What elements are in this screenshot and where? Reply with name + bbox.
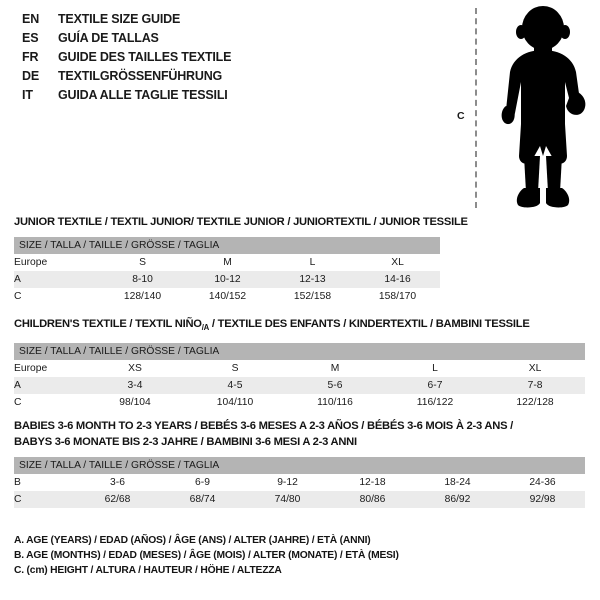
table-cell: 6-9 xyxy=(160,474,245,491)
junior-size-table: SIZE / TALLA / TAILLE / GRÖSSE / TAGLIA E… xyxy=(14,237,441,305)
table-cell: 62/68 xyxy=(75,491,160,508)
babies-size-table: SIZE / TALLA / TAILLE / GRÖSSE / TAGLIA B… xyxy=(14,457,585,508)
table-cell: 98/104 xyxy=(85,394,185,412)
table-cell: 12-13 xyxy=(270,271,355,288)
table-cell: 140/152 xyxy=(185,288,270,305)
language-code-en: EN xyxy=(22,12,40,26)
table-row: Europe S M L XL xyxy=(14,254,441,271)
table-cell: M xyxy=(285,360,385,378)
table-cell: 10-12 xyxy=(185,271,270,288)
table-cell: 86/92 xyxy=(415,491,500,508)
height-illustration: C xyxy=(440,6,600,211)
size-band-label: SIZE / TALLA / TAILLE / GRÖSSE / TAGLIA xyxy=(14,237,441,254)
table-cell: L xyxy=(385,360,485,378)
table-cell: 158/170 xyxy=(355,288,441,305)
table-cell: 128/140 xyxy=(100,288,185,305)
table-cell: 92/98 xyxy=(500,491,585,508)
table-cell: 12-18 xyxy=(330,474,415,491)
table-cell: 14-16 xyxy=(355,271,441,288)
table-row: A 3-4 4-5 5-6 6-7 7-8 xyxy=(14,377,586,395)
table-cell: 68/74 xyxy=(160,491,245,508)
table-cell: 152/158 xyxy=(270,288,355,305)
table-cell: 74/80 xyxy=(245,491,330,508)
table-cell: 4-5 xyxy=(185,377,285,395)
section-title-children: CHILDREN'S TEXTILE / TEXTIL NIÑO/A / TEX… xyxy=(14,316,585,336)
table-cell: 80/86 xyxy=(330,491,415,508)
language-title-row: DE TEXTILGRÖSSENFÜHRUNG xyxy=(22,69,422,88)
table-cell: L xyxy=(270,254,355,271)
measurement-legend: A. AGE (YEARS) / EDAD (AÑOS) / ÂGE (ANS)… xyxy=(14,533,574,578)
language-code-fr: FR xyxy=(22,50,39,64)
table-row: B 3-6 6-9 9-12 12-18 18-24 24-36 xyxy=(14,474,585,491)
row-label-b: B xyxy=(14,474,75,491)
table-band-header-row: SIZE / TALLA / TAILLE / GRÖSSE / TAGLIA xyxy=(14,237,441,254)
table-cell: 5-6 xyxy=(285,377,385,395)
guide-title-fr: GUIDE DES TAILLES TEXTILE xyxy=(58,50,232,64)
table-cell: 3-4 xyxy=(85,377,185,395)
table-cell: XL xyxy=(355,254,441,271)
row-label-c: C xyxy=(14,288,100,305)
section-title-children-post: / TEXTILE DES ENFANTS / KINDERTEXTIL / B… xyxy=(209,318,530,330)
table-band-header-row: SIZE / TALLA / TAILLE / GRÖSSE / TAGLIA xyxy=(14,457,585,474)
table-cell: XS xyxy=(85,360,185,378)
table-cell: 9-12 xyxy=(245,474,330,491)
table-row: C 62/68 68/74 74/80 80/86 86/92 92/98 xyxy=(14,491,585,508)
table-cell: 3-6 xyxy=(75,474,160,491)
table-cell: 7-8 xyxy=(485,377,586,395)
children-size-table: SIZE / TALLA / TAILLE / GRÖSSE / TAGLIA E… xyxy=(14,343,586,412)
table-cell: 116/122 xyxy=(385,394,485,412)
row-label-europe: Europe xyxy=(14,254,100,271)
section-children-textile: CHILDREN'S TEXTILE / TEXTIL NIÑO/A / TEX… xyxy=(14,316,586,412)
table-cell: 6-7 xyxy=(385,377,485,395)
section-babies-textile: BABIES 3-6 MONTH TO 2-3 YEARS / BEBÉS 3-… xyxy=(14,418,585,508)
table-cell: M xyxy=(185,254,270,271)
row-label-a: A xyxy=(14,377,85,395)
height-dashed-line xyxy=(475,8,477,208)
size-band-label: SIZE / TALLA / TAILLE / GRÖSSE / TAGLIA xyxy=(14,457,585,474)
table-row: C 128/140 140/152 152/158 158/170 xyxy=(14,288,441,305)
section-title-children-subscript: /A xyxy=(201,323,210,333)
table-cell: 18-24 xyxy=(415,474,500,491)
section-title-children-pre: CHILDREN'S TEXTILE / TEXTIL NIÑO xyxy=(14,318,202,330)
table-cell: S xyxy=(185,360,285,378)
language-title-row: IT GUIDA ALLE TAGLIE TESSILI xyxy=(22,88,422,107)
language-title-block: EN TEXTILE SIZE GUIDE ES GUÍA DE TALLAS FR GU… xyxy=(22,12,422,107)
section-title-babies-line1: BABIES 3-6 MONTH TO 2-3 YEARS / BEBÉS 3-… xyxy=(14,420,514,432)
language-code-de: DE xyxy=(22,69,40,83)
toddler-silhouette-icon xyxy=(501,6,586,208)
row-label-a: A xyxy=(14,271,100,288)
legend-line: A. AGE (YEARS) / EDAD (AÑOS) / ÂGE (ANS)… xyxy=(14,535,371,546)
row-label-europe: Europe xyxy=(14,360,85,378)
table-row: Europe XS S M L XL xyxy=(14,360,586,378)
language-code-es: ES xyxy=(22,31,39,45)
table-row: C 98/104 104/110 110/116 116/122 122/128 xyxy=(14,394,586,412)
legend-line: B. AGE (MONTHS) / EDAD (MESES) / ÂGE (MO… xyxy=(14,550,399,561)
guide-title-it: GUIDA ALLE TAGLIE TESSILI xyxy=(58,88,228,102)
guide-title-en: TEXTILE SIZE GUIDE xyxy=(58,12,181,26)
guide-title-de: TEXTILGRÖSSENFÜHRUNG xyxy=(58,69,223,83)
language-code-it: IT xyxy=(22,88,33,102)
table-row: A 8-10 10-12 12-13 14-16 xyxy=(14,271,441,288)
table-cell: 8-10 xyxy=(100,271,185,288)
language-title-row: ES GUÍA DE TALLAS xyxy=(22,31,422,50)
guide-title-es: GUÍA DE TALLAS xyxy=(58,31,159,45)
table-cell: 122/128 xyxy=(485,394,586,412)
row-label-c: C xyxy=(14,394,85,412)
legend-line: C. (cm) HEIGHT / ALTURA / HAUTEUR / HÖHE… xyxy=(14,565,282,576)
row-label-c: C xyxy=(14,491,75,508)
language-title-row: EN TEXTILE SIZE GUIDE xyxy=(22,12,422,31)
table-cell: XL xyxy=(485,360,586,378)
language-title-row: FR GUIDE DES TAILLES TEXTILE xyxy=(22,50,422,69)
table-cell: 104/110 xyxy=(185,394,285,412)
table-cell: 24-36 xyxy=(500,474,585,491)
height-marker-label: C xyxy=(457,110,465,122)
table-cell: S xyxy=(100,254,185,271)
size-band-label: SIZE / TALLA / TAILLE / GRÖSSE / TAGLIA xyxy=(14,343,586,361)
section-title-junior: JUNIOR TEXTILE / TEXTIL JUNIOR/ TEXTILE … xyxy=(14,216,468,228)
table-cell: 110/116 xyxy=(285,394,385,412)
section-title-babies-line2: BABYS 3-6 MONATE BIS 2-3 JAHRE / BAMBINI… xyxy=(14,436,357,448)
table-band-header-row: SIZE / TALLA / TAILLE / GRÖSSE / TAGLIA xyxy=(14,343,586,361)
section-junior-textile: JUNIOR TEXTILE / TEXTIL JUNIOR/ TEXTILE … xyxy=(14,214,468,305)
